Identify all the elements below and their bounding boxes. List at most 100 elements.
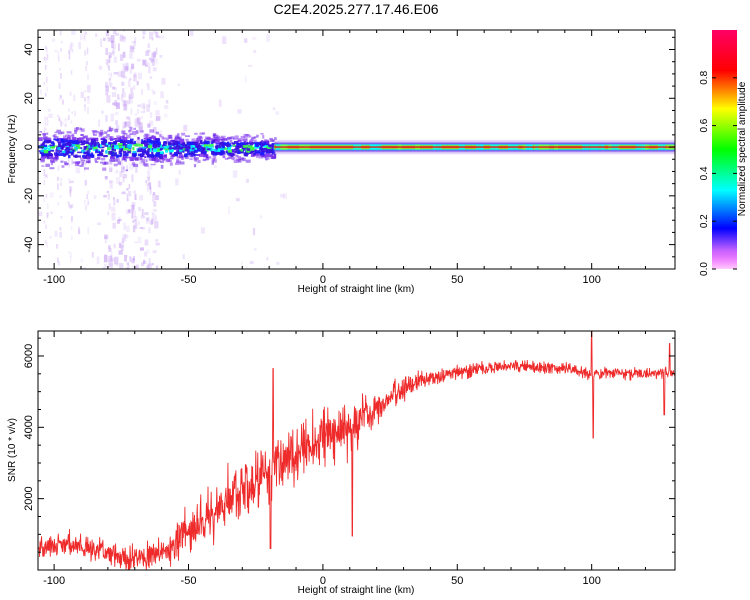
spectrogram-energy-cell <box>76 162 79 166</box>
spectrogram-noise-cell <box>108 79 111 86</box>
spectrogram-noise-cell <box>105 85 109 93</box>
spectrogram-ticks: -100 -50 0 50 100 -40 -20 0 20 40 <box>23 30 675 286</box>
spectrogram-noise-cell <box>147 176 150 181</box>
spectrogram-noise-cell <box>45 47 48 53</box>
spectrogram-energy-cell <box>238 144 242 148</box>
spectrogram-energy-cell <box>239 149 243 152</box>
spectrogram-energy-cell <box>233 141 239 144</box>
spectrogram-energy-cell <box>156 152 161 156</box>
spectrogram-energy-cell <box>121 148 124 152</box>
spectrogram-energy-cell <box>60 131 65 135</box>
spectrogram-energy-cell <box>97 144 101 148</box>
spectrogram-noise-cell <box>123 100 126 105</box>
spectrogram-noise-cell <box>60 120 62 127</box>
snr-ytick-label: 2000 <box>23 486 35 510</box>
spectrogram-energy-cell <box>227 146 232 150</box>
spectrogram-noise-cell <box>83 103 86 107</box>
spectrogram-ytick-label: 40 <box>23 43 35 55</box>
spectrogram-energy-cell <box>133 143 139 147</box>
spectrogram-noise-cell <box>103 156 107 159</box>
spectrogram-noise-cell <box>126 261 129 265</box>
spectrogram-noise-cell <box>75 167 81 174</box>
spectrogram-noise-cell <box>248 64 253 67</box>
spectrogram-noise-cell <box>113 101 118 107</box>
spectrogram-energy-cell <box>69 148 74 151</box>
spectrogram-energy-cell <box>206 137 209 140</box>
spectrogram-energy-cell <box>200 136 203 140</box>
spectrogram-energy-cell <box>176 155 181 158</box>
spectrogram-noise-cell <box>50 211 53 214</box>
spectrogram-energy-cell <box>90 139 96 143</box>
spectrogram-energy-cell <box>104 145 109 147</box>
spectrogram-noise-cell <box>152 192 156 196</box>
spectrogram-noise-cell <box>103 263 107 269</box>
spectrogram-noise-cell <box>122 121 126 128</box>
spectrogram-noise-cell <box>152 90 156 95</box>
spectrogram-energy-cell <box>85 147 89 151</box>
spectrogram-noise-cell <box>118 97 121 100</box>
spectrogram-noise-cell <box>218 99 222 107</box>
colorbar: 0.0 0.2 0.4 0.6 0.8 Normalized spectral ampl… <box>699 30 748 276</box>
spectrogram-energy-cell <box>116 158 120 162</box>
spectrogram-noise-cell <box>108 259 113 267</box>
spectrogram-energy-cell <box>238 149 244 154</box>
spectrogram-noise-cell <box>136 80 139 86</box>
spectrogram-energy-cell <box>195 141 199 145</box>
spectrogram-noise-cell <box>110 72 113 78</box>
spectrogram-noise-cell <box>45 58 47 63</box>
spectrogram-noise-cell <box>131 92 134 99</box>
spectrogram-noise-cell <box>124 234 129 239</box>
spectrogram-noise-cell <box>148 263 152 269</box>
snr-ytick-label: 6000 <box>23 344 35 368</box>
spectrogram-noise-cell <box>133 190 136 194</box>
spectrogram-noise-cell <box>154 118 159 123</box>
spectrogram-noise-cell <box>252 36 257 41</box>
spectrogram-noise-cell <box>142 35 145 39</box>
spectrogram-noise-cell <box>144 212 149 216</box>
spectrogram-energy-cell <box>194 144 197 146</box>
spectrogram-energy-cell <box>85 137 90 142</box>
spectrogram-noise-cell <box>133 255 135 262</box>
spectrogram-energy-cell <box>242 139 248 143</box>
spectrogram-noise-cell <box>129 78 132 81</box>
spectrogram-energy-cell <box>185 138 189 142</box>
spectrogram-energy-cell <box>84 151 89 154</box>
spectrogram-noise-cell <box>122 234 127 242</box>
spectrogram-energy-cell <box>210 138 213 141</box>
spectrogram-energy-cell <box>42 145 48 149</box>
spectrogram-noise-cell <box>84 97 86 102</box>
spectrogram-energy-cell <box>227 157 230 160</box>
spectrogram-noise-cell <box>46 212 49 219</box>
spectrogram-energy-cell <box>114 145 119 150</box>
spectrogram-energy-cell <box>55 138 60 142</box>
spectrogram-energy-cell <box>172 140 178 145</box>
spectrogram-energy-cell <box>88 142 93 146</box>
spectrogram-energy-cell <box>259 141 263 146</box>
spectrogram-energy-cell <box>248 135 252 138</box>
spectrogram-noise-cell <box>54 230 58 237</box>
spectrogram-noise-cell <box>141 116 143 120</box>
spectrogram-noise-cell <box>54 49 58 53</box>
spectrogram-energy-cell <box>203 154 208 158</box>
spectrogram-noise-cell <box>70 225 73 231</box>
spectrogram-energy-cell <box>54 152 57 156</box>
spectrogram-noise-cell <box>134 219 137 222</box>
spectrogram-noise-cell <box>119 54 124 61</box>
spectrogram-energy-cell <box>267 147 272 149</box>
spectrogram-energy-cell <box>124 139 128 143</box>
colorbar-tick-label: 0.2 <box>699 214 710 228</box>
spectrogram-noise-cell <box>125 254 128 258</box>
spectrogram-energy-cell <box>57 147 61 151</box>
spectrogram-energy-cell <box>75 142 80 145</box>
spectrogram-energy-cell <box>246 147 251 151</box>
spectrogram-noise-cell <box>119 263 124 269</box>
spectrogram-noise-cell <box>244 38 248 43</box>
spectrogram-energy-cell <box>67 134 73 137</box>
spectrogram-noise-cell <box>136 139 141 147</box>
spectrogram-energy-cell <box>95 150 100 154</box>
spectrogram-energy-cell <box>168 142 172 145</box>
spectrogram-energy-cell <box>43 150 49 154</box>
spectrogram-energy-cell <box>158 154 163 159</box>
spectrogram-energy-cell <box>137 148 142 152</box>
spectrogram-noise-cell <box>80 33 83 41</box>
